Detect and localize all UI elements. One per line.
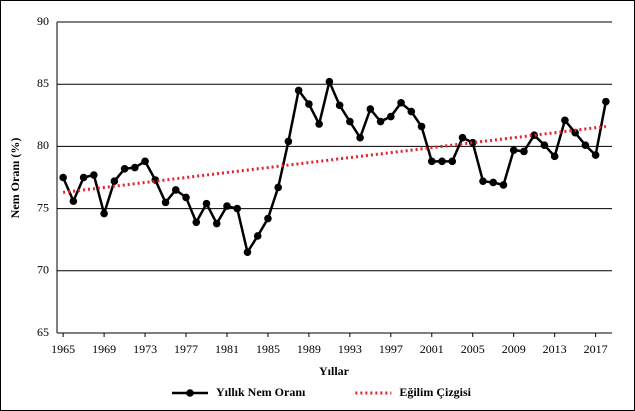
- data-point: [591, 151, 600, 159]
- x-tick-label: 1993: [338, 342, 362, 356]
- data-point: [561, 116, 569, 125]
- data-point: [335, 101, 344, 110]
- x-tick-label: 2005: [461, 342, 485, 356]
- data-point: [489, 178, 498, 187]
- data-point: [530, 131, 538, 140]
- data-point: [397, 99, 405, 107]
- data-point: [468, 138, 477, 147]
- data-point: [387, 112, 395, 121]
- data-point: [346, 117, 354, 126]
- x-tick-label: 2013: [543, 342, 567, 356]
- y-tick-label: 65: [37, 325, 49, 339]
- data-point: [294, 86, 303, 95]
- data-point: [212, 219, 221, 228]
- y-tick-label: 70: [37, 263, 49, 277]
- data-point: [90, 171, 98, 179]
- data-point: [171, 186, 180, 194]
- legend-label: Eğilim Çizgisi: [399, 385, 471, 399]
- data-point: [131, 163, 139, 172]
- data-point: [315, 120, 323, 128]
- data-point: [223, 202, 231, 210]
- data-point: [376, 117, 385, 126]
- data-point: [602, 97, 610, 106]
- data-point: [120, 164, 129, 173]
- data-point: [100, 209, 108, 218]
- x-axis-title: Yıllar: [319, 364, 350, 378]
- legend-marker: [186, 389, 194, 397]
- data-point: [59, 173, 67, 182]
- x-tick-label: 1965: [51, 342, 75, 356]
- data-point: [233, 204, 242, 213]
- data-point: [458, 133, 467, 142]
- x-tick-label: 2001: [420, 342, 444, 356]
- data-point: [274, 183, 282, 192]
- data-point: [325, 77, 334, 86]
- data-point: [366, 105, 375, 113]
- data-point: [407, 107, 416, 116]
- data-point: [69, 197, 78, 205]
- trend-line: [62, 125, 607, 194]
- x-tick-label: 1969: [92, 342, 116, 356]
- x-tick-label: 1981: [215, 342, 239, 356]
- data-point: [438, 157, 446, 166]
- data-point: [305, 100, 313, 108]
- y-tick-label: 75: [37, 200, 49, 214]
- x-tick-label: 1985: [256, 342, 280, 356]
- data-point: [264, 214, 272, 223]
- data-point: [520, 147, 528, 156]
- legend-label: Yıllık Nem Oranı: [216, 385, 306, 399]
- data-point: [427, 157, 436, 166]
- data-point: [581, 141, 590, 149]
- data-point: [499, 181, 508, 189]
- data-point: [509, 146, 518, 154]
- data-point: [141, 157, 149, 166]
- y-tick-label: 85: [37, 76, 49, 90]
- x-tick-label: 1977: [174, 342, 198, 356]
- data-point: [479, 177, 487, 186]
- data-point: [417, 122, 426, 131]
- y-tick-label: 90: [37, 14, 49, 28]
- x-tick-label: 1989: [297, 342, 321, 356]
- data-point: [284, 137, 293, 146]
- y-axis-title: Nem Oranı (%): [8, 138, 22, 219]
- data-point: [182, 193, 190, 202]
- x-tick-label: 1973: [133, 342, 157, 356]
- data-point: [253, 232, 262, 240]
- data-point: [110, 177, 119, 186]
- data-point: [540, 141, 549, 149]
- x-tick-label: 2017: [584, 342, 608, 356]
- data-point: [571, 128, 579, 137]
- x-tick-label: 1997: [379, 342, 403, 356]
- data-point: [550, 152, 559, 161]
- data-point: [202, 199, 211, 208]
- y-tick-label: 80: [37, 138, 49, 152]
- data-point: [161, 198, 170, 207]
- data-point: [79, 173, 88, 182]
- data-point: [243, 248, 252, 256]
- data-point: [356, 133, 364, 142]
- data-point: [448, 157, 457, 166]
- data-point: [192, 218, 201, 227]
- x-tick-label: 2009: [502, 342, 526, 356]
